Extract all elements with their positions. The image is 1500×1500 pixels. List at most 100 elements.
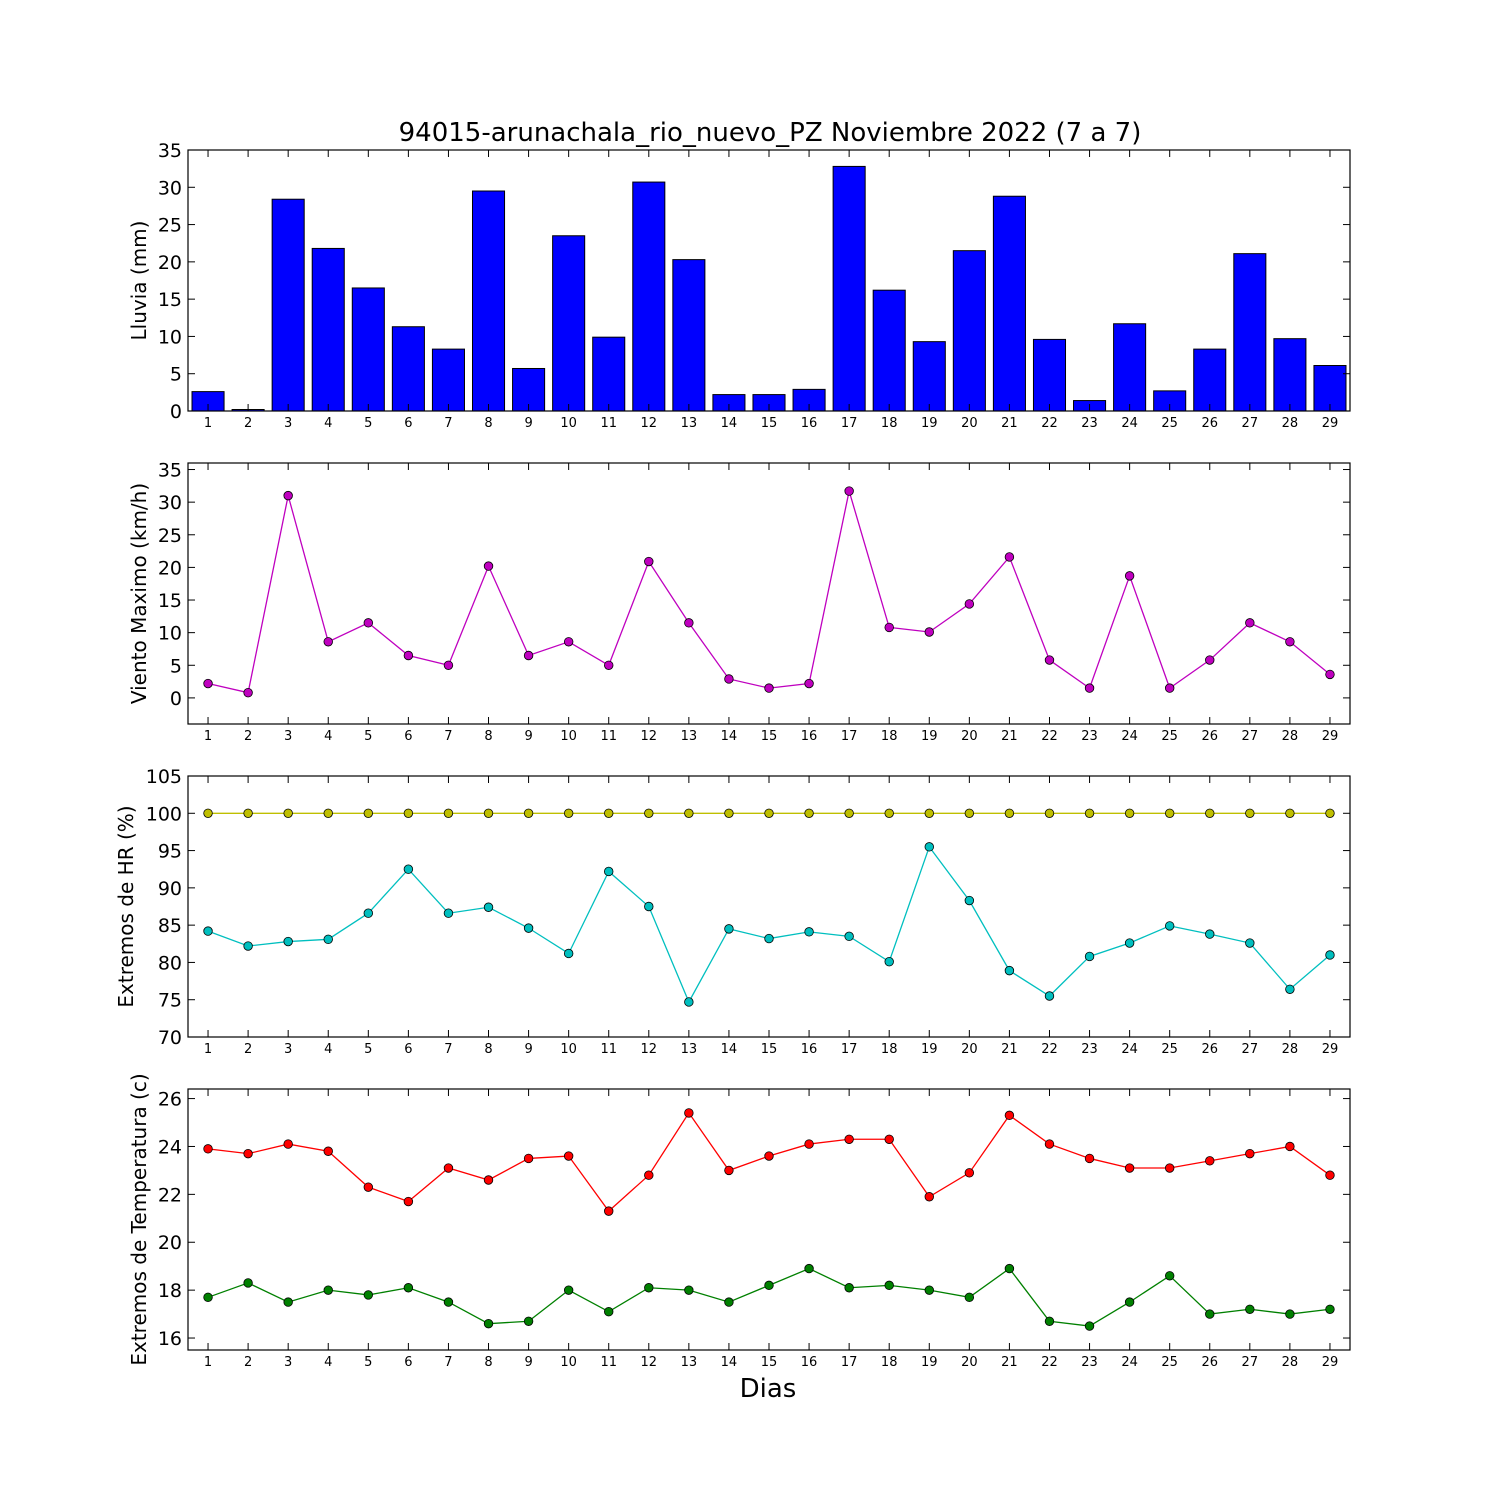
x-tick-label: 28 — [1282, 1042, 1299, 1057]
hr-min-point-day-28 — [1285, 984, 1295, 994]
x-tick-label: 11 — [600, 1042, 617, 1057]
temp-max-point-day-12 — [644, 1170, 654, 1180]
y-tick-label: 18 — [158, 1280, 182, 1302]
x-tick-label: 18 — [881, 729, 898, 744]
x-tick-label: 22 — [1041, 416, 1058, 431]
x-tick-label: 20 — [961, 729, 978, 744]
temp-min-point-day-25 — [1164, 1271, 1175, 1281]
x-tick-label: 1 — [204, 1355, 212, 1370]
x-tick-label: 9 — [524, 416, 532, 431]
wind-point-day-28 — [1285, 637, 1295, 647]
rain-bar-day-24 — [1113, 323, 1147, 412]
hr-min-point-day-9 — [523, 923, 534, 933]
hr-max-point-day-7 — [443, 808, 454, 818]
temp-min-point-day-23 — [1084, 1321, 1095, 1331]
temp-min-point-day-11 — [604, 1306, 614, 1317]
wind-point-day-26 — [1205, 655, 1215, 665]
y-tick-label: 100 — [146, 803, 182, 825]
hr-min-point-day-20 — [964, 895, 975, 906]
chart-title: 94015-arunachala_rio_nuevo_PZ Noviembre … — [399, 118, 1142, 148]
temp-max-point-day-8 — [483, 1175, 494, 1185]
x-tick-label: 4 — [324, 1355, 332, 1370]
x-tick-label: 23 — [1081, 1042, 1098, 1057]
hr-max-point-day-21 — [1004, 808, 1015, 818]
x-tick-label: 29 — [1322, 1042, 1339, 1057]
hr-min-point-day-13 — [684, 997, 694, 1007]
x-tick-label: 9 — [524, 729, 532, 744]
temp-min-point-day-27 — [1245, 1304, 1255, 1314]
temp-max-point-day-7 — [443, 1163, 454, 1173]
x-tick-label: 26 — [1201, 1042, 1218, 1057]
x-tick-label: 17 — [841, 1355, 858, 1370]
wind-point-day-2 — [243, 687, 253, 698]
x-tick-label: 14 — [721, 1042, 738, 1057]
temp-min-point-day-14 — [724, 1297, 734, 1307]
hr-min-point-day-4 — [323, 934, 333, 945]
x-tick-label: 19 — [921, 1042, 938, 1057]
temp-min-point-day-9 — [523, 1316, 534, 1326]
y-tick-label: 90 — [158, 878, 182, 900]
x-tick-label: 20 — [961, 1042, 978, 1057]
wind-point-day-23 — [1084, 683, 1095, 693]
temp-max-point-day-25 — [1164, 1163, 1175, 1173]
rain-bar-day-17 — [832, 165, 866, 412]
hr-min-point-day-23 — [1084, 951, 1095, 962]
temp-max-point-day-24 — [1124, 1163, 1135, 1173]
temp-max-point-day-17 — [844, 1134, 854, 1144]
x-tick-label: 8 — [484, 1355, 492, 1370]
wind-point-day-17 — [844, 486, 854, 496]
y-tick-label: 25 — [158, 525, 182, 547]
temp-max-point-day-15 — [764, 1151, 774, 1161]
x-tick-label: 3 — [284, 1355, 292, 1370]
wind-point-day-22 — [1044, 655, 1055, 665]
temp-min-point-day-8 — [483, 1318, 494, 1329]
x-tick-label: 26 — [1201, 729, 1218, 744]
temp-max-point-day-18 — [884, 1134, 894, 1144]
x-tick-label: 12 — [641, 1042, 658, 1057]
temp-max-point-day-23 — [1084, 1153, 1095, 1164]
wind-point-day-5 — [363, 618, 374, 628]
hr-max-point-day-3 — [283, 808, 293, 818]
axes-frame-temp — [187, 1088, 1351, 1351]
x-tick-label: 20 — [961, 416, 978, 431]
x-tick-label: 8 — [484, 1042, 492, 1057]
hr-max-point-day-11 — [604, 808, 614, 818]
x-tick-label: 19 — [921, 729, 938, 744]
rain-bar-day-11 — [592, 336, 626, 412]
x-tick-label: 16 — [801, 1355, 818, 1370]
hr-max-point-day-23 — [1084, 808, 1095, 818]
hr-min-point-day-27 — [1245, 938, 1255, 948]
temp-max-point-day-6 — [403, 1196, 414, 1207]
temp-min-point-day-26 — [1205, 1309, 1215, 1319]
y-tick-label: 35 — [158, 140, 182, 162]
x-tick-label: 6 — [404, 1355, 412, 1370]
temp-max-point-day-21 — [1004, 1110, 1015, 1121]
x-tick-label: 6 — [404, 1042, 412, 1057]
wind-point-day-4 — [323, 637, 333, 647]
x-tick-label: 2 — [244, 1355, 252, 1370]
hr-max-point-day-8 — [483, 808, 494, 818]
hr-max-point-day-26 — [1205, 808, 1215, 818]
x-tick-label: 4 — [324, 1042, 332, 1057]
hr-max-point-day-28 — [1285, 808, 1295, 818]
hr-max-point-day-6 — [403, 808, 414, 818]
x-tick-label: 20 — [961, 1355, 978, 1370]
temp-min-point-day-7 — [443, 1297, 454, 1307]
x-tick-label: 22 — [1041, 1042, 1058, 1057]
y-tick-label: 15 — [158, 590, 182, 612]
x-tick-label: 9 — [524, 1355, 532, 1370]
temp-max-point-day-10 — [563, 1151, 574, 1161]
x-tick-label: 29 — [1322, 729, 1339, 744]
x-tick-label: 5 — [364, 729, 372, 744]
x-tick-label: 13 — [681, 1042, 698, 1057]
hr-max-point-day-2 — [243, 808, 253, 818]
hr-min-point-day-11 — [604, 866, 614, 877]
rain-bar-day-4 — [311, 247, 345, 412]
hr-max-point-day-25 — [1164, 808, 1175, 818]
temp-max-point-day-4 — [323, 1146, 333, 1156]
x-tick-label: 4 — [324, 416, 332, 431]
hr-min-point-day-25 — [1164, 921, 1175, 931]
temp-min-point-day-12 — [644, 1283, 654, 1293]
rain-bar-day-27 — [1233, 253, 1267, 412]
